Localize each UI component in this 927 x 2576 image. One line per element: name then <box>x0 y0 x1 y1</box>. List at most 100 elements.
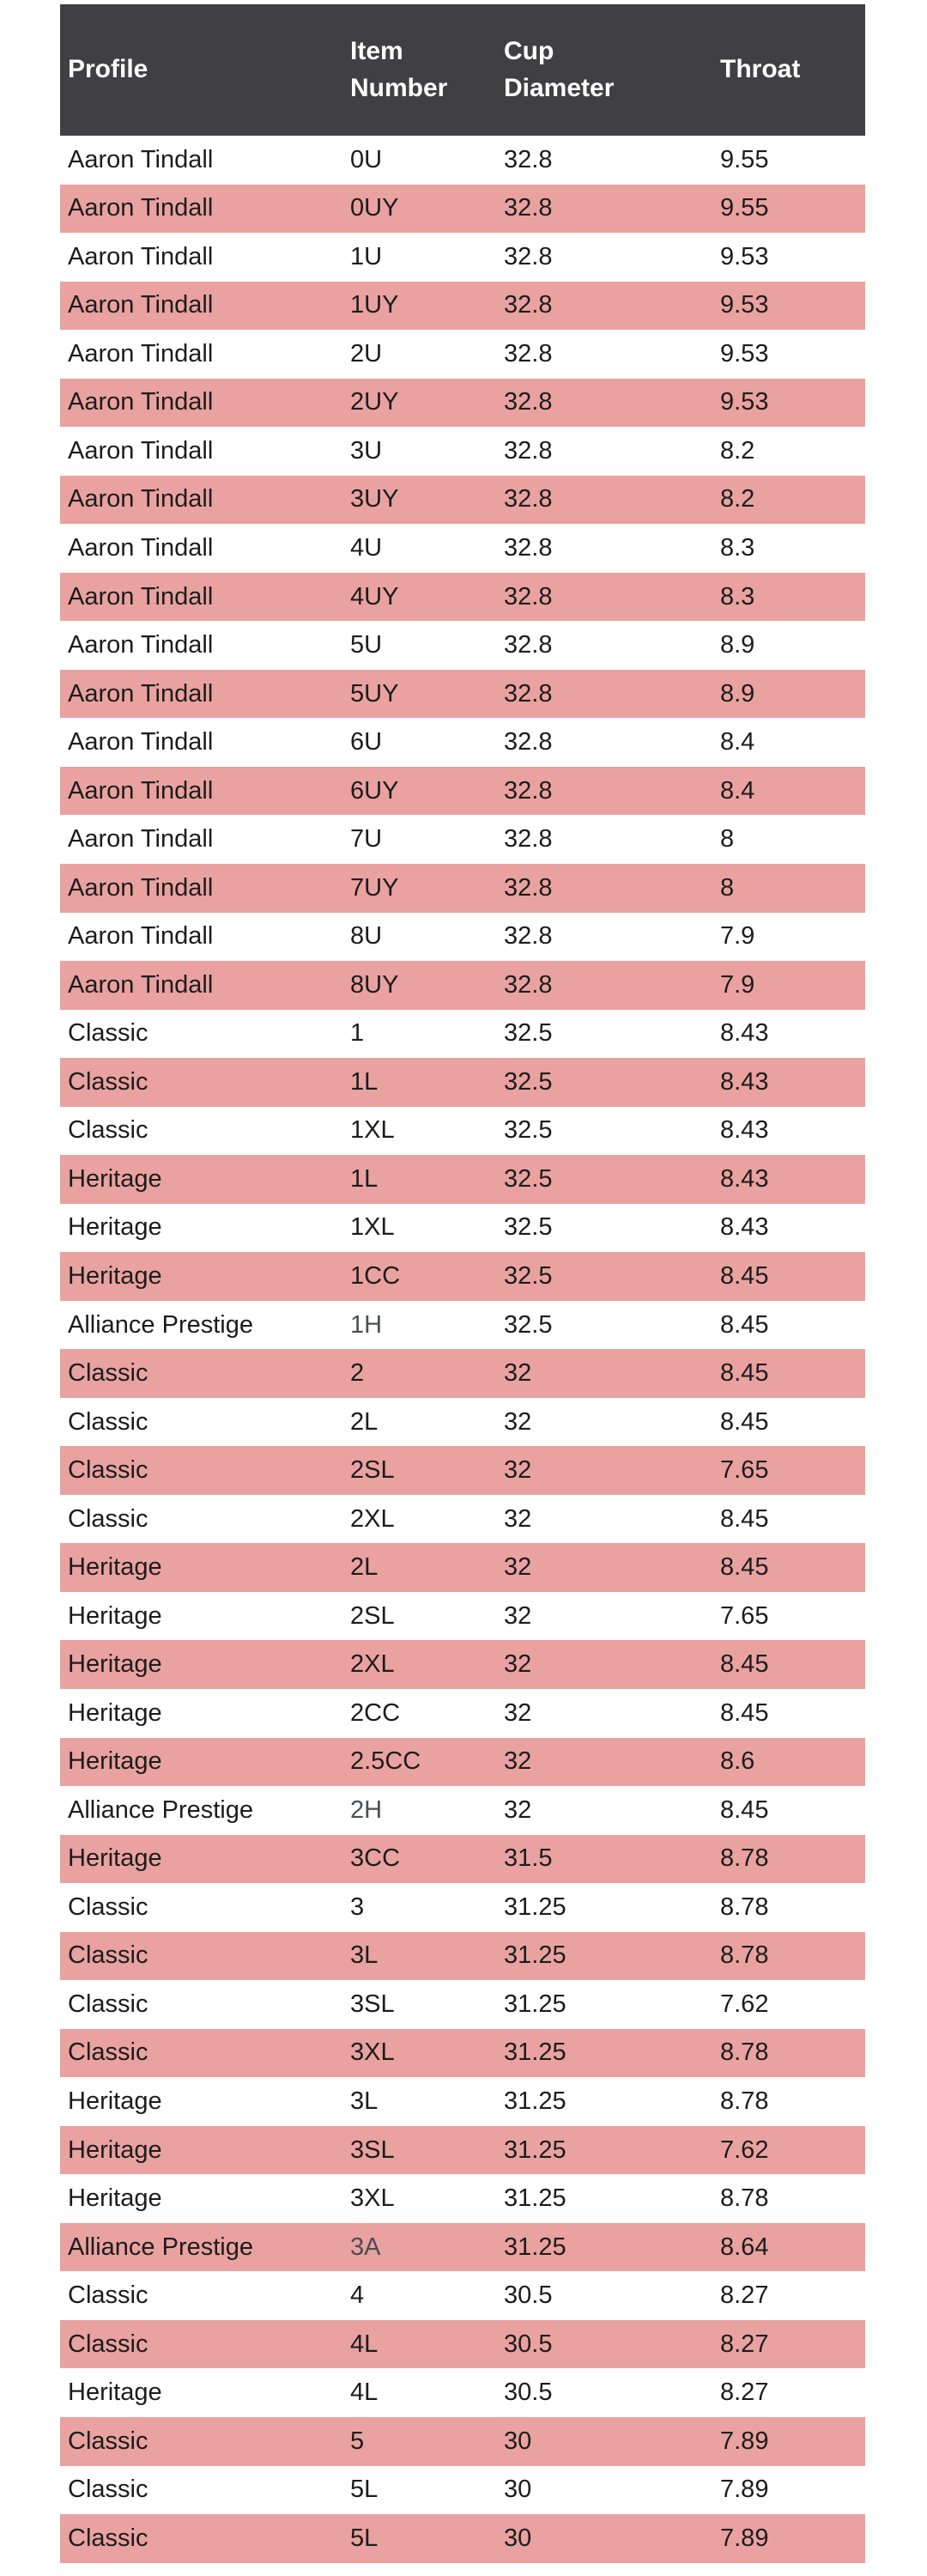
cell-item-number: 7UY <box>350 873 399 902</box>
cell-profile: Heritage <box>68 2136 162 2164</box>
cell-cup-diameter: 30 <box>504 2427 532 2455</box>
cell-throat: 9.53 <box>720 242 769 270</box>
cell-cup-diameter: 31.25 <box>504 1893 566 1921</box>
cell-cup-diameter: 32 <box>504 1698 532 1727</box>
cell-item-number: 5L <box>350 2524 379 2552</box>
cell-item-number: 1H <box>350 1310 383 1339</box>
cell-cup-diameter: 32.8 <box>504 582 553 611</box>
cell-throat: 7.62 <box>720 2136 769 2164</box>
table-row: Classic 3L 31.25 8.78 <box>60 1931 865 1981</box>
cell-throat: 7.9 <box>720 970 755 999</box>
table-row: Heritage 4L 30.5 8.27 <box>60 2368 865 2417</box>
cell-throat: 9.55 <box>720 194 769 222</box>
cell-throat: 7.89 <box>720 2427 769 2455</box>
cell-cup-diameter: 32.8 <box>504 873 553 902</box>
table-row: Heritage 2.5CC 32 8.6 <box>60 1737 865 1787</box>
cell-profile: Aaron Tindall <box>68 485 214 513</box>
table-row: Aaron Tindall 6U 32.8 8.4 <box>60 718 865 767</box>
cell-throat: 9.53 <box>720 339 769 368</box>
cell-throat: 7.89 <box>720 2524 769 2552</box>
cell-cup-diameter: 32 <box>504 1601 532 1630</box>
cell-throat: 7.65 <box>720 1601 769 1630</box>
cell-throat: 8.3 <box>720 534 755 562</box>
table-row: Classic 3SL 31.25 7.62 <box>60 1980 865 2029</box>
cell-throat: 8.45 <box>720 1795 769 1824</box>
cell-cup-diameter: 32.8 <box>504 970 553 999</box>
cell-item-number: 0U <box>350 145 383 173</box>
table-row: Classic 5L 30 7.89 <box>60 2514 865 2563</box>
cell-cup-diameter: 30.5 <box>504 2330 553 2358</box>
cell-cup-diameter: 32.8 <box>504 339 553 368</box>
table-row: Aaron Tindall 0U 32.8 9.55 <box>60 136 865 185</box>
cell-cup-diameter: 32 <box>504 1650 532 1679</box>
cell-item-number: 7U <box>350 825 383 854</box>
mouthpiece-spec-table: Profile Item Number Cup Diameter Throat … <box>60 4 865 2563</box>
table-row: Aaron Tindall 5UY 32.8 8.9 <box>60 669 865 719</box>
cell-cup-diameter: 32 <box>504 1795 532 1824</box>
cell-item-number: 1 <box>350 1019 365 1048</box>
cell-profile: Aaron Tindall <box>68 728 214 756</box>
table-row: Heritage 3L 31.25 8.78 <box>60 2077 865 2126</box>
cell-throat: 8.43 <box>720 1019 769 1048</box>
cell-item-number: 1UY <box>350 291 399 319</box>
cell-cup-diameter: 32.5 <box>504 1261 553 1290</box>
table-row: Heritage 1CC 32.5 8.45 <box>60 1252 865 1301</box>
cell-cup-diameter: 31.25 <box>504 2038 566 2067</box>
cell-throat: 8.27 <box>720 2281 769 2310</box>
cell-profile: Aaron Tindall <box>68 534 214 562</box>
column-header-profile: Profile <box>60 52 350 88</box>
cell-cup-diameter: 30 <box>504 2524 532 2552</box>
cell-throat: 8.3 <box>720 582 755 611</box>
cell-cup-diameter: 32.8 <box>504 436 553 465</box>
cell-profile: Classic <box>68 1116 148 1145</box>
column-header-cup-diameter: Cup Diameter <box>504 33 720 106</box>
cell-throat: 8.4 <box>720 728 755 756</box>
cell-cup-diameter: 32.5 <box>504 1116 553 1145</box>
cell-profile: Heritage <box>68 2379 162 2407</box>
cell-profile: Heritage <box>68 1601 162 1630</box>
cell-profile: Classic <box>68 1067 148 1096</box>
table-row: Classic 2 32 8.45 <box>60 1349 865 1398</box>
cell-throat: 8.45 <box>720 1261 769 1290</box>
cell-cup-diameter: 32.8 <box>504 291 553 319</box>
table-row: Classic 2SL 32 7.65 <box>60 1446 865 1495</box>
cell-item-number: 2SL <box>350 1601 395 1630</box>
cell-item-number: 3CC <box>350 1844 401 1873</box>
cell-cup-diameter: 32 <box>504 1407 532 1436</box>
cell-item-number: 5 <box>350 2427 365 2455</box>
table-body: Aaron Tindall 0U 32.8 9.55 Aaron Tindall… <box>60 136 865 2563</box>
cell-profile: Classic <box>68 1407 148 1436</box>
cell-profile: Classic <box>68 1504 148 1533</box>
cell-profile: Aaron Tindall <box>68 388 214 416</box>
cell-cup-diameter: 32.8 <box>504 679 553 708</box>
cell-item-number: 2UY <box>350 388 399 416</box>
table-row: Aaron Tindall 7U 32.8 8 <box>60 815 865 864</box>
cell-cup-diameter: 31.5 <box>504 1844 553 1873</box>
cell-cup-diameter: 32.8 <box>504 388 553 416</box>
table-row: Heritage 2L 32 8.45 <box>60 1543 865 1592</box>
cell-cup-diameter: 32.8 <box>504 145 553 173</box>
cell-throat: 8.43 <box>720 1164 769 1193</box>
cell-item-number: 4 <box>350 2281 365 2310</box>
cell-item-number: 6UY <box>350 776 399 805</box>
column-header-cup-diameter-label: Cup Diameter <box>504 36 615 102</box>
cell-throat: 8 <box>720 825 735 854</box>
cell-cup-diameter: 31.25 <box>504 2136 566 2164</box>
table-row: Aaron Tindall 8UY 32.8 7.9 <box>60 961 865 1010</box>
cell-cup-diameter: 32 <box>504 1553 532 1582</box>
cell-cup-diameter: 32.5 <box>504 1164 553 1193</box>
cell-item-number: 8U <box>350 922 383 951</box>
cell-item-number: 3XL <box>350 2184 395 2213</box>
cell-throat: 9.53 <box>720 291 769 319</box>
cell-throat: 8.45 <box>720 1650 769 1679</box>
cell-profile: Aaron Tindall <box>68 631 214 659</box>
cell-profile: Aaron Tindall <box>68 194 214 222</box>
cell-item-number: 4U <box>350 534 383 562</box>
table-row: Aaron Tindall 4U 32.8 8.3 <box>60 524 865 573</box>
cell-cup-diameter: 32.8 <box>504 922 553 951</box>
table-row: Aaron Tindall 8U 32.8 7.9 <box>60 912 865 962</box>
table-row: Classic 2XL 32 8.45 <box>60 1494 865 1544</box>
cell-throat: 8.43 <box>720 1116 769 1145</box>
cell-profile: Classic <box>68 2281 148 2310</box>
cell-throat: 8.45 <box>720 1310 769 1339</box>
